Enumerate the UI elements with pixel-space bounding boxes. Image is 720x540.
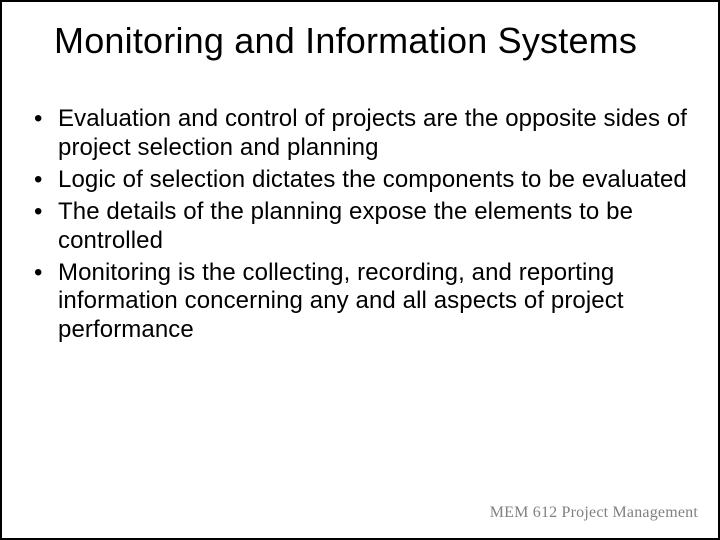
bullet-item: The details of the planning expose the e… bbox=[30, 198, 694, 255]
bullet-list: Evaluation and control of projects are t… bbox=[26, 105, 694, 344]
slide-footer: MEM 612 Project Management bbox=[490, 504, 698, 522]
bullet-item: Monitoring is the collecting, recording,… bbox=[30, 259, 694, 344]
bullet-item: Logic of selection dictates the componen… bbox=[30, 166, 694, 194]
bullet-item: Evaluation and control of projects are t… bbox=[30, 105, 694, 162]
slide-title: Monitoring and Information Systems bbox=[54, 20, 694, 61]
slide-frame: Monitoring and Information Systems Evalu… bbox=[0, 0, 720, 540]
